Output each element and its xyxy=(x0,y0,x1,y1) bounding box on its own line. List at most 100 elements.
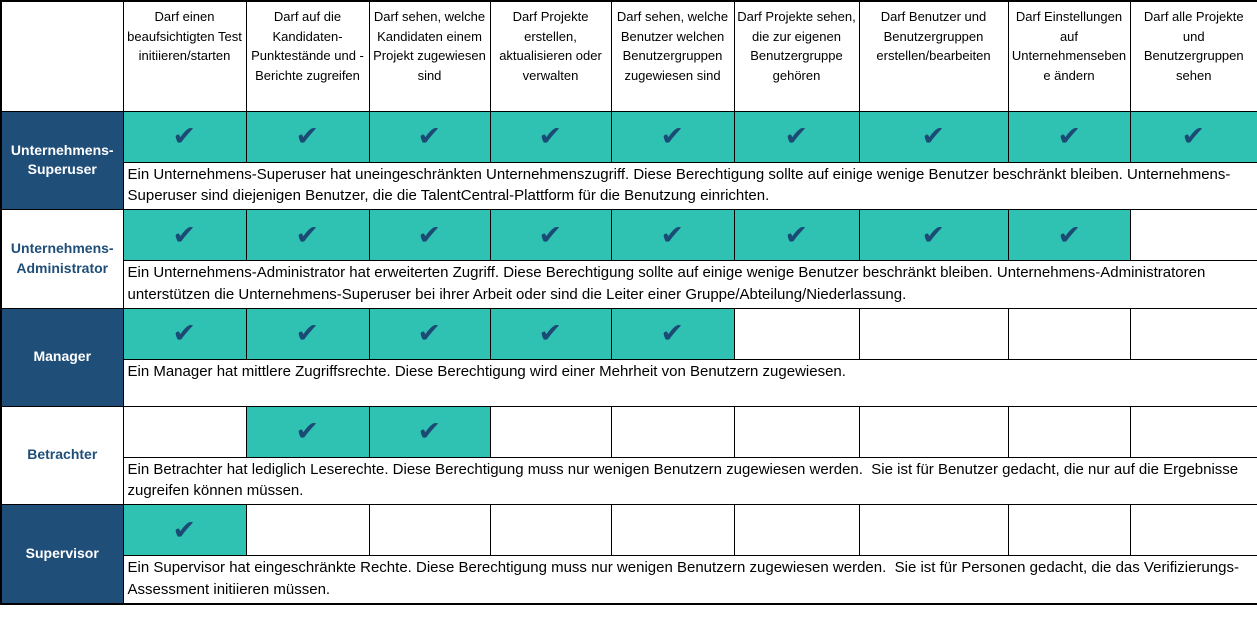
checkmark-icon: ✔ xyxy=(784,219,809,250)
perm-cell-supervisor-col6 xyxy=(733,504,860,556)
perm-cell-betrachter-col4 xyxy=(489,405,612,458)
description-row-betrachter: Ein Betrachter hat lediglich Leserechte.… xyxy=(1,456,1257,505)
perm-cell-unternehmens-administrator-col7: ✔ xyxy=(858,209,1009,261)
column-header-7: Darf Benutzer und Benutzergruppen erstel… xyxy=(858,0,1009,112)
perm-cell-manager-col9 xyxy=(1129,307,1257,360)
perm-cell-unternehmens-administrator-col6: ✔ xyxy=(733,209,860,261)
column-header-5: Darf sehen, welche Benutzer welchen Benu… xyxy=(610,0,735,112)
role-description-manager: Ein Manager hat mittlere Zugriffsrechte.… xyxy=(122,358,1257,407)
checkmark-icon: ✔ xyxy=(295,219,320,250)
description-row-manager: Ein Manager hat mittlere Zugriffsrechte.… xyxy=(1,358,1257,407)
perm-cell-unternehmens-superuser-col7: ✔ xyxy=(858,110,1009,163)
column-header-1: Darf einen beaufsichtigten Test initiier… xyxy=(122,0,247,112)
perm-cell-manager-col2: ✔ xyxy=(245,307,370,360)
role-label-betrachter: Betrachter xyxy=(0,405,124,505)
check-row-betrachter: Betrachter ✔ ✔ xyxy=(0,405,1257,505)
checkmark-icon: ✔ xyxy=(538,318,563,348)
role-label-unternehmens-administrator: Unternehmens-Administrator xyxy=(0,209,124,309)
perm-cell-betrachter-col9 xyxy=(1129,405,1257,458)
corner-cell xyxy=(0,0,124,112)
column-header-2: Darf auf die Kandidaten-Punktestände und… xyxy=(245,0,370,112)
check-row-supervisor: Supervisor ✔ xyxy=(0,504,1257,604)
checkmark-icon: ✔ xyxy=(417,318,442,348)
checkmark-icon: ✔ xyxy=(172,318,197,348)
column-header-9: Darf alle Projekte und Benutzergruppen s… xyxy=(1129,0,1257,112)
perm-cell-betrachter-col3: ✔ xyxy=(368,405,491,458)
table-header: Darf einen beaufsichtigten Test initiier… xyxy=(0,0,1257,112)
perm-cell-unternehmens-superuser-col8: ✔ xyxy=(1007,110,1131,163)
column-header-3: Darf sehen, welche Kandidaten einem Proj… xyxy=(368,0,491,112)
perm-cell-supervisor-col2 xyxy=(245,504,370,556)
checkmark-icon: ✔ xyxy=(660,219,685,250)
perm-cell-unternehmens-superuser-col4: ✔ xyxy=(489,110,612,163)
column-header-4: Darf Projekte erstellen, aktualisieren o… xyxy=(489,0,612,112)
checkmark-icon: ✔ xyxy=(295,416,320,446)
role-label-manager: Manager xyxy=(0,307,124,407)
column-header-8: Darf Einstellungen auf Unternehmensebene… xyxy=(1007,0,1131,112)
table-body: Unternehmens-Superuser ✔ ✔ ✔ ✔ ✔ ✔ ✔ ✔ ✔ Ein Unter… xyxy=(0,110,1257,604)
perm-cell-unternehmens-administrator-col5: ✔ xyxy=(610,209,735,261)
perm-cell-unternehmens-superuser-col6: ✔ xyxy=(733,110,860,163)
perm-cell-betrachter-col8 xyxy=(1007,405,1131,458)
perm-cell-manager-col5: ✔ xyxy=(610,307,735,360)
checkmark-icon: ✔ xyxy=(660,121,685,151)
role-label-unternehmens-superuser: Unternehmens-Superuser xyxy=(0,110,124,210)
perm-cell-betrachter-col1 xyxy=(122,405,247,458)
perm-cell-unternehmens-administrator-col9 xyxy=(1129,209,1257,261)
column-header-6: Darf Projekte sehen, die zur eigenen Ben… xyxy=(733,0,860,112)
header-row: Darf einen beaufsichtigten Test initiier… xyxy=(0,0,1257,112)
check-row-unternehmens-administrator: Unternehmens-Administrator ✔ ✔ ✔ ✔ ✔ ✔ ✔ ✔ xyxy=(0,209,1257,309)
perm-cell-supervisor-col7 xyxy=(858,504,1009,556)
perm-cell-unternehmens-administrator-col8: ✔ xyxy=(1007,209,1131,261)
checkmark-icon: ✔ xyxy=(1057,121,1081,151)
perm-cell-unternehmens-administrator-col2: ✔ xyxy=(245,209,370,261)
perm-cell-manager-col4: ✔ xyxy=(489,307,612,360)
perm-cell-unternehmens-superuser-col9: ✔ xyxy=(1129,110,1257,163)
checkmark-icon: ✔ xyxy=(417,121,442,151)
perm-cell-manager-col8 xyxy=(1007,307,1131,360)
perm-cell-supervisor-col5 xyxy=(610,504,735,556)
checkmark-icon: ✔ xyxy=(921,121,946,151)
checkmark-icon: ✔ xyxy=(295,318,320,348)
perm-cell-manager-col3: ✔ xyxy=(368,307,491,360)
perm-cell-unternehmens-administrator-col1: ✔ xyxy=(122,209,247,261)
perm-cell-unternehmens-administrator-col4: ✔ xyxy=(489,209,612,261)
perm-cell-supervisor-col1: ✔ xyxy=(122,504,247,556)
role-description-supervisor: Ein Supervisor hat eingeschränkte Rechte… xyxy=(122,555,1257,604)
check-row-manager: Manager ✔ ✔ ✔ ✔ ✔ xyxy=(0,307,1257,407)
checkmark-icon: ✔ xyxy=(417,416,442,446)
description-row-unternehmens-administrator: Ein Unternehmens-Administrator hat erwei… xyxy=(1,260,1257,309)
description-row-supervisor: Ein Supervisor hat eingeschränkte Rechte… xyxy=(1,555,1257,604)
perm-cell-betrachter-col7 xyxy=(858,405,1009,458)
checkmark-icon: ✔ xyxy=(417,219,442,250)
checkmark-icon: ✔ xyxy=(295,121,320,151)
perm-cell-supervisor-col3 xyxy=(368,504,491,556)
role-description-betrachter: Ein Betrachter hat lediglich Leserechte.… xyxy=(122,456,1257,505)
checkmark-icon: ✔ xyxy=(660,318,685,348)
permissions-matrix-table: Darf einen beaufsichtigten Test initiier… xyxy=(0,0,1257,605)
perm-cell-betrachter-col5 xyxy=(610,405,735,458)
check-row-unternehmens-superuser: Unternehmens-Superuser ✔ ✔ ✔ ✔ ✔ ✔ ✔ ✔ ✔ xyxy=(0,110,1257,210)
perm-cell-unternehmens-administrator-col3: ✔ xyxy=(368,209,491,261)
checkmark-icon: ✔ xyxy=(1057,219,1081,250)
checkmark-icon: ✔ xyxy=(538,219,563,250)
checkmark-icon: ✔ xyxy=(172,514,197,545)
perm-cell-supervisor-col4 xyxy=(489,504,612,556)
checkmark-icon: ✔ xyxy=(172,121,197,151)
role-label-supervisor: Supervisor xyxy=(0,504,124,604)
perm-cell-supervisor-col9 xyxy=(1129,504,1257,556)
checkmark-icon: ✔ xyxy=(921,219,946,250)
checkmark-icon: ✔ xyxy=(1181,121,1206,151)
perm-cell-supervisor-col8 xyxy=(1007,504,1131,556)
checkmark-icon: ✔ xyxy=(784,121,809,151)
perm-cell-unternehmens-superuser-col3: ✔ xyxy=(368,110,491,163)
perm-cell-manager-col1: ✔ xyxy=(122,307,247,360)
perm-cell-betrachter-col6 xyxy=(733,405,860,458)
checkmark-icon: ✔ xyxy=(538,121,563,151)
role-description-unternehmens-superuser: Ein Unternehmens-Superuser hat uneingesc… xyxy=(122,161,1257,210)
perm-cell-unternehmens-superuser-col5: ✔ xyxy=(610,110,735,163)
perm-cell-unternehmens-superuser-col2: ✔ xyxy=(245,110,370,163)
perm-cell-manager-col7 xyxy=(858,307,1009,360)
perm-cell-manager-col6 xyxy=(733,307,860,360)
role-description-unternehmens-administrator: Ein Unternehmens-Administrator hat erwei… xyxy=(122,260,1257,309)
